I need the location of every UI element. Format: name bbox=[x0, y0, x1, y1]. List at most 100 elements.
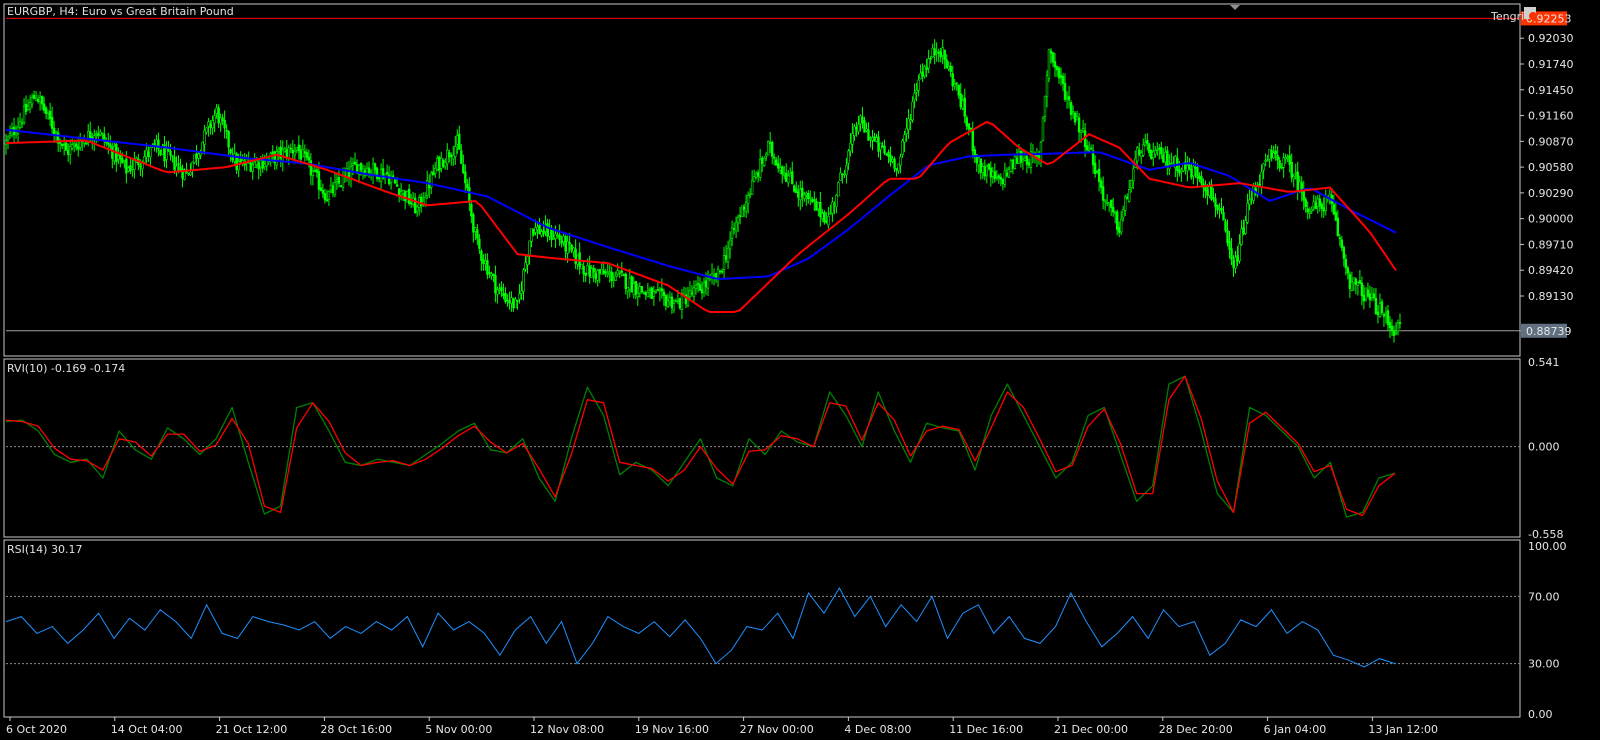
candle[interactable] bbox=[1244, 215, 1247, 235]
candle[interactable] bbox=[993, 163, 997, 183]
candle[interactable] bbox=[740, 205, 744, 218]
candle[interactable] bbox=[8, 125, 12, 139]
candle[interactable] bbox=[829, 204, 832, 216]
candle[interactable] bbox=[389, 170, 393, 190]
candle[interactable] bbox=[1075, 110, 1079, 121]
candle[interactable] bbox=[219, 113, 222, 132]
candle[interactable] bbox=[1358, 270, 1362, 285]
candle[interactable] bbox=[1350, 271, 1354, 292]
candle[interactable] bbox=[801, 180, 804, 207]
candle[interactable] bbox=[504, 287, 507, 304]
candle[interactable] bbox=[221, 113, 224, 126]
candle[interactable] bbox=[959, 83, 962, 110]
candle[interactable] bbox=[839, 167, 842, 181]
candle[interactable] bbox=[187, 172, 190, 176]
candle[interactable] bbox=[937, 48, 940, 63]
candle[interactable] bbox=[1117, 221, 1121, 238]
candle[interactable] bbox=[1001, 178, 1005, 191]
candle[interactable] bbox=[1354, 277, 1358, 295]
candle[interactable] bbox=[566, 235, 569, 263]
candle[interactable] bbox=[783, 166, 786, 180]
candle[interactable] bbox=[698, 277, 702, 291]
candle[interactable] bbox=[291, 139, 295, 161]
candle[interactable] bbox=[331, 182, 335, 198]
candle[interactable] bbox=[1047, 48, 1051, 83]
candle[interactable] bbox=[524, 255, 527, 272]
candle[interactable] bbox=[1065, 91, 1069, 109]
candle[interactable] bbox=[333, 172, 337, 198]
candle[interactable] bbox=[1099, 177, 1103, 195]
candle[interactable] bbox=[407, 184, 411, 206]
candle[interactable] bbox=[656, 281, 660, 292]
candle[interactable] bbox=[444, 158, 447, 170]
candle[interactable] bbox=[935, 42, 938, 62]
candle[interactable] bbox=[474, 227, 477, 241]
candle[interactable] bbox=[405, 190, 409, 203]
candle[interactable] bbox=[897, 163, 900, 174]
candle[interactable] bbox=[1372, 288, 1376, 301]
candle[interactable] bbox=[440, 151, 443, 173]
candle[interactable] bbox=[215, 104, 218, 119]
candle[interactable] bbox=[857, 115, 860, 135]
candle[interactable] bbox=[1276, 145, 1279, 170]
candle[interactable] bbox=[442, 158, 445, 169]
candle[interactable] bbox=[496, 286, 499, 304]
candle[interactable] bbox=[901, 138, 904, 158]
candle[interactable] bbox=[428, 174, 431, 199]
candle[interactable] bbox=[1019, 147, 1023, 168]
candle[interactable] bbox=[1328, 189, 1331, 205]
candle[interactable] bbox=[46, 110, 50, 120]
candle[interactable] bbox=[648, 286, 652, 299]
candle[interactable] bbox=[766, 140, 770, 156]
candle[interactable] bbox=[1027, 158, 1031, 169]
candle[interactable] bbox=[1166, 146, 1169, 176]
candle[interactable] bbox=[823, 210, 826, 225]
candle[interactable] bbox=[911, 96, 914, 123]
candle[interactable] bbox=[77, 136, 80, 157]
candle[interactable] bbox=[817, 202, 820, 217]
candle[interactable] bbox=[375, 167, 379, 182]
candle[interactable] bbox=[117, 147, 120, 165]
candle[interactable] bbox=[971, 121, 974, 159]
candle[interactable] bbox=[1222, 205, 1225, 221]
candle[interactable] bbox=[614, 271, 617, 281]
candle[interactable] bbox=[789, 167, 792, 177]
candle[interactable] bbox=[652, 285, 656, 306]
candle[interactable] bbox=[1278, 156, 1281, 172]
candle[interactable] bbox=[584, 272, 587, 283]
candle[interactable] bbox=[329, 176, 333, 194]
candle[interactable] bbox=[512, 297, 515, 312]
candle[interactable] bbox=[1240, 220, 1243, 246]
candle[interactable] bbox=[448, 149, 451, 163]
candle[interactable] bbox=[1113, 210, 1117, 224]
candle[interactable] bbox=[1162, 148, 1165, 163]
candle[interactable] bbox=[1210, 179, 1213, 201]
candle[interactable] bbox=[608, 262, 611, 283]
candle[interactable] bbox=[113, 141, 116, 165]
candle[interactable] bbox=[1156, 142, 1159, 156]
candle[interactable] bbox=[452, 145, 455, 166]
candle[interactable] bbox=[149, 147, 152, 168]
candle[interactable] bbox=[869, 136, 872, 148]
candle[interactable] bbox=[1376, 305, 1380, 324]
candle[interactable] bbox=[748, 188, 752, 199]
candle[interactable] bbox=[618, 270, 621, 279]
candle[interactable] bbox=[1274, 143, 1277, 161]
candle[interactable] bbox=[377, 176, 381, 183]
candle[interactable] bbox=[123, 160, 126, 169]
candle[interactable] bbox=[989, 161, 993, 187]
candle[interactable] bbox=[879, 142, 882, 161]
candle[interactable] bbox=[305, 148, 309, 161]
candle[interactable] bbox=[1015, 148, 1019, 165]
candle[interactable] bbox=[726, 240, 730, 269]
candle[interactable] bbox=[973, 145, 976, 163]
candle[interactable] bbox=[997, 173, 1001, 184]
candle[interactable] bbox=[909, 113, 912, 131]
candle[interactable] bbox=[241, 154, 244, 167]
candle[interactable] bbox=[847, 149, 850, 171]
candle[interactable] bbox=[1005, 167, 1009, 178]
candle[interactable] bbox=[472, 212, 475, 243]
candle[interactable] bbox=[1268, 149, 1271, 168]
candle[interactable] bbox=[576, 254, 579, 270]
candle[interactable] bbox=[434, 162, 437, 178]
